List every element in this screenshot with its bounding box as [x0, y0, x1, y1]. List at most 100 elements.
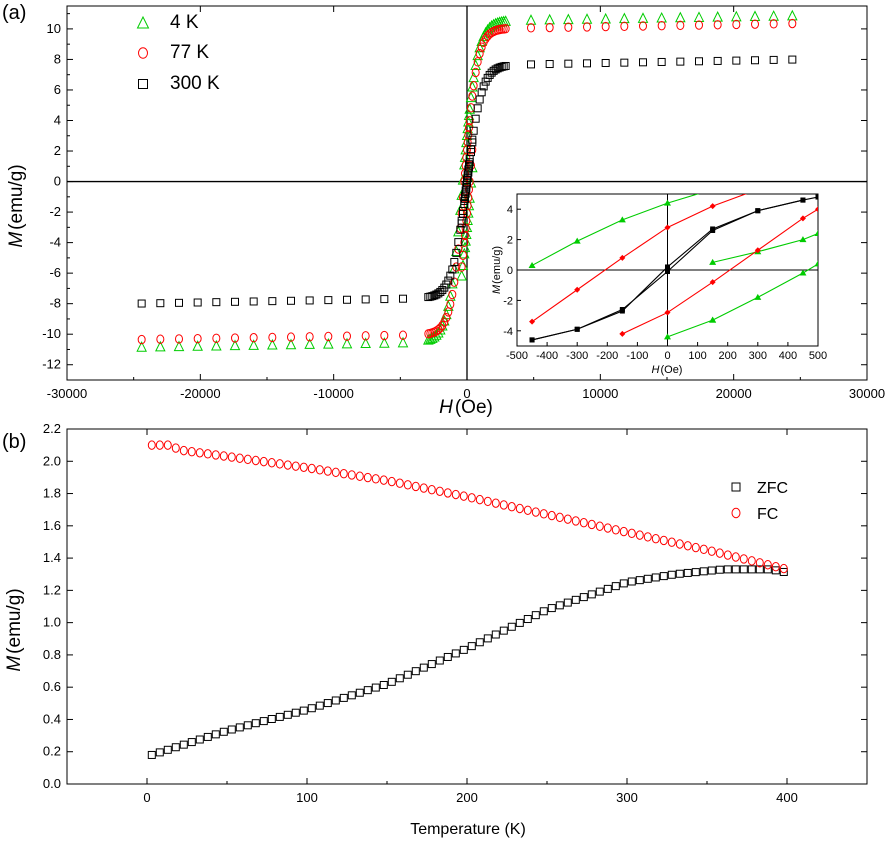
panel-b: 0 100 200 300 400 0.0 0.2 0.4 0.6 0.8 1.0 1.2 1.4 1.6…: [2, 421, 868, 838]
data-point: [249, 333, 258, 343]
data-point: [251, 455, 260, 466]
data-point: [755, 558, 764, 568]
x-tick-label: -30000: [47, 386, 87, 401]
data-point: [451, 489, 460, 500]
data-point: [587, 590, 596, 599]
data-point: [515, 618, 524, 627]
legend-marker: [731, 482, 741, 492]
data-point: [459, 209, 467, 218]
data-point: [583, 59, 591, 68]
panel-a: -30000 -20000 -10000 0 10000 20000 30000-12-10…: [2, 2, 885, 418]
inset-y-tick-label: -2: [503, 295, 513, 307]
data-point: [695, 20, 703, 30]
data-point: [361, 331, 370, 341]
data-point: [419, 483, 428, 493]
data-point: [475, 638, 484, 647]
y-tick-label: 2.2: [43, 421, 61, 436]
data-point: [304, 338, 315, 349]
data-point: [579, 517, 588, 528]
inset-data-point: [799, 236, 807, 243]
y-tick-label: -2: [49, 204, 61, 219]
inset-x-axis-label: H(Oe): [652, 364, 683, 376]
legend-marker: [731, 507, 741, 519]
data-point: [667, 570, 676, 579]
data-point: [448, 265, 457, 274]
data-point: [595, 587, 604, 596]
data-point: [397, 336, 409, 348]
data-point: [639, 58, 647, 67]
data-point: [459, 491, 468, 501]
data-point: [468, 71, 479, 83]
data-point: [248, 339, 259, 350]
data-point: [465, 158, 474, 167]
legend-marker-300k: [138, 79, 148, 89]
data-point: [501, 61, 510, 70]
data-point: [603, 584, 612, 593]
panel-a-y-axis-label: M (emu/g): [6, 164, 27, 247]
data-point: [227, 452, 236, 462]
data-point: [563, 514, 572, 524]
panel-b-frame: [66, 428, 868, 785]
data-point: [667, 537, 676, 547]
data-point: [283, 460, 292, 470]
data-point: [446, 299, 455, 310]
inset-x-tick-label: 200: [719, 350, 737, 362]
inset-y-unit: (emu/g): [491, 246, 503, 284]
x-tick-label: -20000: [180, 386, 220, 401]
data-point: [467, 148, 475, 157]
data-point: [163, 440, 172, 450]
panel-b-y-unit: (emu/g): [4, 588, 25, 653]
data-point: [635, 576, 644, 585]
data-point: [635, 530, 644, 540]
data-point: [465, 163, 473, 172]
data-point: [676, 20, 685, 31]
data-point: [731, 565, 740, 574]
data-point: [212, 298, 221, 307]
data-point: [619, 12, 630, 24]
data-point: [363, 686, 372, 695]
data-point: [323, 699, 332, 708]
inset-data-point: [815, 194, 818, 200]
data-point: [305, 296, 314, 305]
data-point: [448, 289, 457, 300]
data-point: [699, 544, 708, 555]
data-point: [211, 450, 220, 460]
data-point: [331, 467, 340, 478]
data-point: [771, 561, 780, 572]
panel-a-label: (a): [2, 2, 26, 24]
data-point: [657, 20, 666, 31]
data-point: [539, 509, 548, 519]
data-point: [452, 248, 461, 257]
data-point: [235, 723, 244, 732]
inset-data-point: [755, 186, 761, 192]
data-point: [600, 12, 611, 24]
data-point: [464, 168, 473, 177]
x-tick-label: 300: [616, 790, 638, 805]
inset-data-point: [800, 176, 806, 182]
panel-b-legend: ZFC FC: [731, 480, 788, 523]
inset-data-point: [709, 258, 717, 265]
x-tick-label: 400: [776, 790, 798, 805]
data-point: [173, 340, 185, 352]
inset-data-point: [574, 326, 580, 332]
data-point: [259, 717, 268, 726]
legend-marker: [138, 47, 148, 59]
data-point: [379, 475, 388, 485]
inset-data-point: [618, 216, 626, 223]
legend-label-300k: 300 K: [170, 73, 220, 94]
data-point: [268, 332, 277, 343]
data-point: [399, 330, 407, 340]
inset-data-point: [754, 247, 761, 254]
data-point: [483, 634, 492, 643]
data-point: [619, 526, 628, 537]
data-point: [341, 337, 353, 349]
data-point: [360, 337, 371, 349]
data-point: [571, 595, 580, 604]
data-point: [175, 334, 183, 344]
data-point: [195, 448, 204, 458]
inset-line: [622, 208, 818, 335]
data-point: [525, 14, 537, 25]
data-point: [564, 59, 573, 68]
data-point: [739, 554, 748, 564]
data-point: [291, 461, 300, 471]
